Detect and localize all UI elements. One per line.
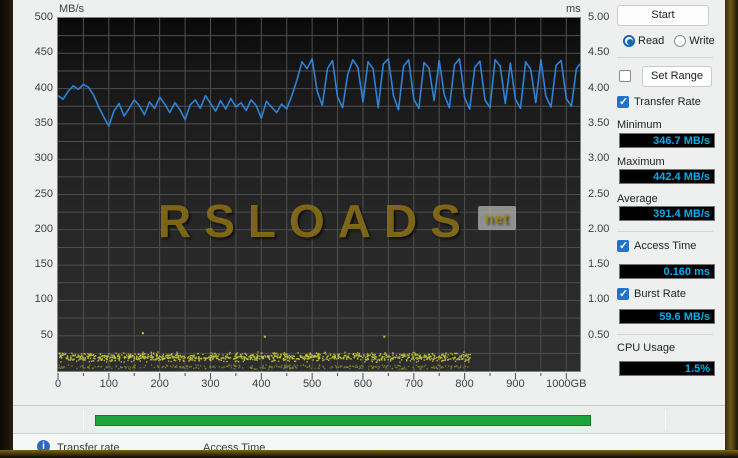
read-radio[interactable]: Read — [623, 35, 664, 47]
y-left-tick-label: 400 — [34, 81, 53, 94]
cpu-usage-label: CPU Usage — [617, 342, 676, 354]
control-panel: Start Read Write Set Range Transfer Rate… — [611, 0, 725, 403]
read-radio-label: Read — [638, 35, 665, 47]
cpu-usage-value: 1.5% — [619, 361, 715, 376]
write-radio[interactable]: Write — [674, 35, 715, 47]
y-right-tick-label: 2.00 — [588, 222, 610, 235]
y-right-tick-label: 4.00 — [588, 81, 610, 94]
minimum-value: 346.7 MB/s — [619, 133, 715, 148]
x-tick-label: 600 — [353, 378, 373, 390]
frame-bottom — [0, 450, 738, 458]
write-radio-control[interactable] — [674, 35, 687, 47]
footer-left-text: Transfer rate — [57, 442, 120, 450]
separator — [83, 410, 84, 430]
maximum-label: Maximum — [617, 156, 665, 168]
y-right-tick-label: 5.00 — [588, 11, 610, 23]
maximum-value: 442.4 MB/s — [619, 169, 715, 184]
set-range-button[interactable]: Set Range — [642, 66, 712, 87]
y-left-axis-unit: MB/s — [59, 3, 85, 15]
read-write-radio-group: Read Write — [623, 35, 723, 47]
separator — [617, 334, 713, 335]
transfer-rate-checkbox[interactable] — [617, 95, 629, 108]
y-left-tick-label: 450 — [34, 46, 53, 59]
access-time-label: Access Time — [634, 240, 697, 252]
progress-row — [13, 405, 725, 433]
separator — [665, 410, 666, 430]
y-right-tick-label: 1.50 — [588, 258, 610, 271]
x-tick-label: 0 — [54, 378, 62, 390]
access-time-toggle[interactable]: Access Time — [617, 239, 697, 252]
y-left-tick-label: 250 — [34, 187, 53, 200]
burst-rate-toggle[interactable]: Burst Rate — [617, 287, 686, 300]
y-left-tick-label: 100 — [34, 293, 53, 306]
set-range-checkbox[interactable] — [619, 70, 631, 82]
plot-canvas — [58, 18, 580, 371]
y-left-tick-label: 200 — [34, 222, 53, 235]
x-tick-label: 400 — [252, 378, 271, 390]
y-right-tick-label: 3.50 — [588, 116, 610, 129]
y-left-tick-label: 50 — [40, 328, 53, 341]
burst-rate-label: Burst Rate — [634, 288, 686, 300]
x-tick-label: 1000GB — [546, 378, 587, 390]
watermark-text: RSLOADS net — [158, 194, 516, 248]
plot-area: RSLOADS net — [57, 17, 581, 372]
read-radio-control[interactable] — [623, 35, 635, 47]
separator — [617, 231, 713, 232]
x-tick-label: 800 — [455, 378, 474, 390]
access-time-checkbox[interactable] — [617, 239, 629, 252]
transfer-rate-toggle[interactable]: Transfer Rate — [617, 95, 701, 108]
info-icon: i — [37, 440, 50, 450]
progress-bar — [95, 415, 665, 426]
y-right-axis-unit: ms — [566, 3, 581, 15]
start-button[interactable]: Start — [617, 5, 709, 26]
progress-bar-fill — [95, 415, 591, 426]
y-right-tick-label: 3.00 — [588, 152, 610, 165]
x-axis-ticks — [57, 373, 567, 379]
burst-rate-value: 59.6 MB/s — [619, 309, 715, 324]
y-right-tick-label: 0.50 — [588, 328, 610, 341]
x-tick-label: 700 — [404, 378, 423, 390]
watermark-badge: net — [477, 206, 516, 230]
y-right-tick-label: 1.00 — [588, 293, 610, 306]
y-left-tick-label: 150 — [34, 258, 53, 271]
x-tick-label: 900 — [506, 378, 525, 390]
footer-bar: i Transfer rate Access Time — [13, 433, 725, 450]
y-right-tick-label: 2.50 — [588, 187, 610, 200]
y-left-tick-label: 350 — [34, 116, 53, 129]
x-tick-label: 200 — [150, 378, 169, 390]
benchmark-window: MB/s ms RSLOADS net 500 450 400 350 300 250 200… — [13, 0, 725, 450]
access-time-value: 0.160 ms — [619, 264, 715, 279]
x-tick-label: 300 — [201, 378, 220, 390]
average-value: 391.4 MB/s — [619, 206, 715, 221]
x-tick-label: 500 — [302, 378, 322, 390]
burst-rate-checkbox[interactable] — [617, 287, 629, 300]
average-label: Average — [617, 193, 658, 205]
footer-right-text: Access Time — [203, 442, 266, 450]
transfer-rate-label: Transfer Rate — [634, 96, 701, 108]
separator — [617, 57, 713, 58]
frame-left — [0, 0, 13, 458]
x-tick-label: 100 — [99, 378, 118, 390]
write-radio-label: Write — [689, 35, 715, 47]
watermark-label: RSLOADS — [158, 195, 474, 247]
y-left-tick-label: 500 — [34, 11, 53, 23]
y-right-tick-label: 4.50 — [588, 46, 610, 59]
benchmark-chart: MB/s ms RSLOADS net 500 450 400 350 300 250 200… — [13, 0, 613, 403]
y-left-tick-label: 300 — [34, 152, 53, 165]
minimum-label: Minimum — [617, 119, 662, 131]
frame-right — [725, 0, 738, 458]
